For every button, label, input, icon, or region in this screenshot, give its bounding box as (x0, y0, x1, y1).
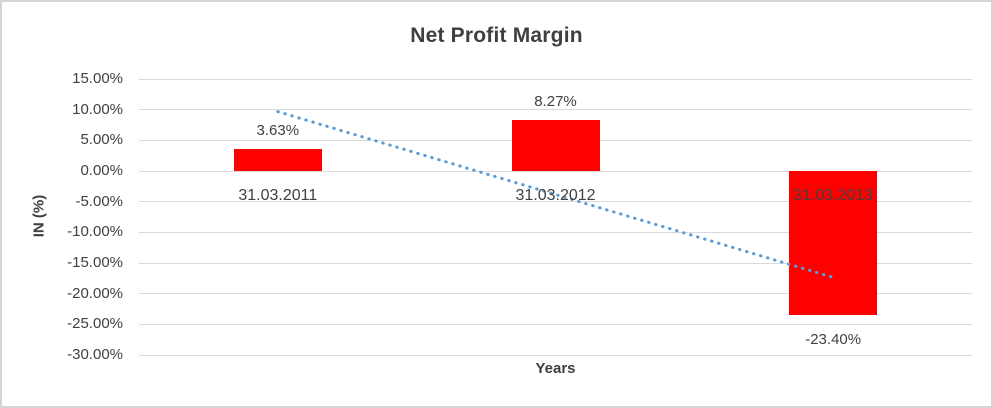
y-axis-tick-label: 5.00% (80, 131, 123, 149)
gridline (139, 323, 972, 325)
category-label: 31.03.2011 (238, 187, 318, 204)
bar-value-label: 8.27% (534, 93, 577, 111)
chart-title: Net Profit Margin (410, 24, 583, 47)
bar-value-label: 3.63% (256, 121, 300, 139)
gridline (139, 354, 972, 356)
y-axis-tick-label: -10.00% (67, 223, 123, 241)
bar-series-1 (233, 148, 322, 171)
y-axis-tick-label: 0.00% (80, 162, 123, 179)
category-label: 31.03.2013 (793, 187, 874, 204)
y-axis-tick-label: 15.00% (72, 70, 123, 87)
bar-value-label: -23.40% (805, 330, 862, 348)
x-axis-title: Years (535, 360, 576, 377)
gridline (139, 78, 972, 80)
gridline (139, 109, 972, 111)
bar-series-2 (511, 120, 600, 171)
category-label: 31.03.2012 (515, 187, 596, 204)
gridline (139, 293, 972, 295)
y-axis-tick-label: -5.00% (75, 192, 123, 210)
y-axis-tick-label: 10.00% (72, 100, 123, 118)
y-axis-tick-label: -30.00% (67, 346, 123, 363)
y-axis-tick-label: -20.00% (67, 284, 123, 302)
y-axis-tick-label: -25.00% (67, 315, 123, 333)
y-axis-tick-label: -15.00% (67, 254, 123, 271)
